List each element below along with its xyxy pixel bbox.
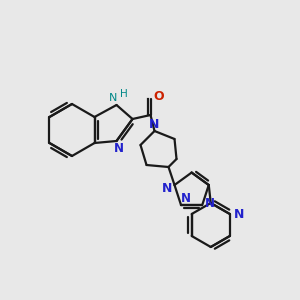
Text: N: N bbox=[149, 118, 160, 131]
Text: N: N bbox=[113, 142, 124, 155]
Text: N: N bbox=[234, 208, 244, 220]
Text: O: O bbox=[153, 91, 164, 103]
Text: N: N bbox=[205, 196, 215, 210]
Text: N: N bbox=[109, 93, 118, 103]
Text: N: N bbox=[181, 192, 191, 205]
Text: H: H bbox=[120, 89, 128, 99]
Text: N: N bbox=[162, 182, 173, 194]
